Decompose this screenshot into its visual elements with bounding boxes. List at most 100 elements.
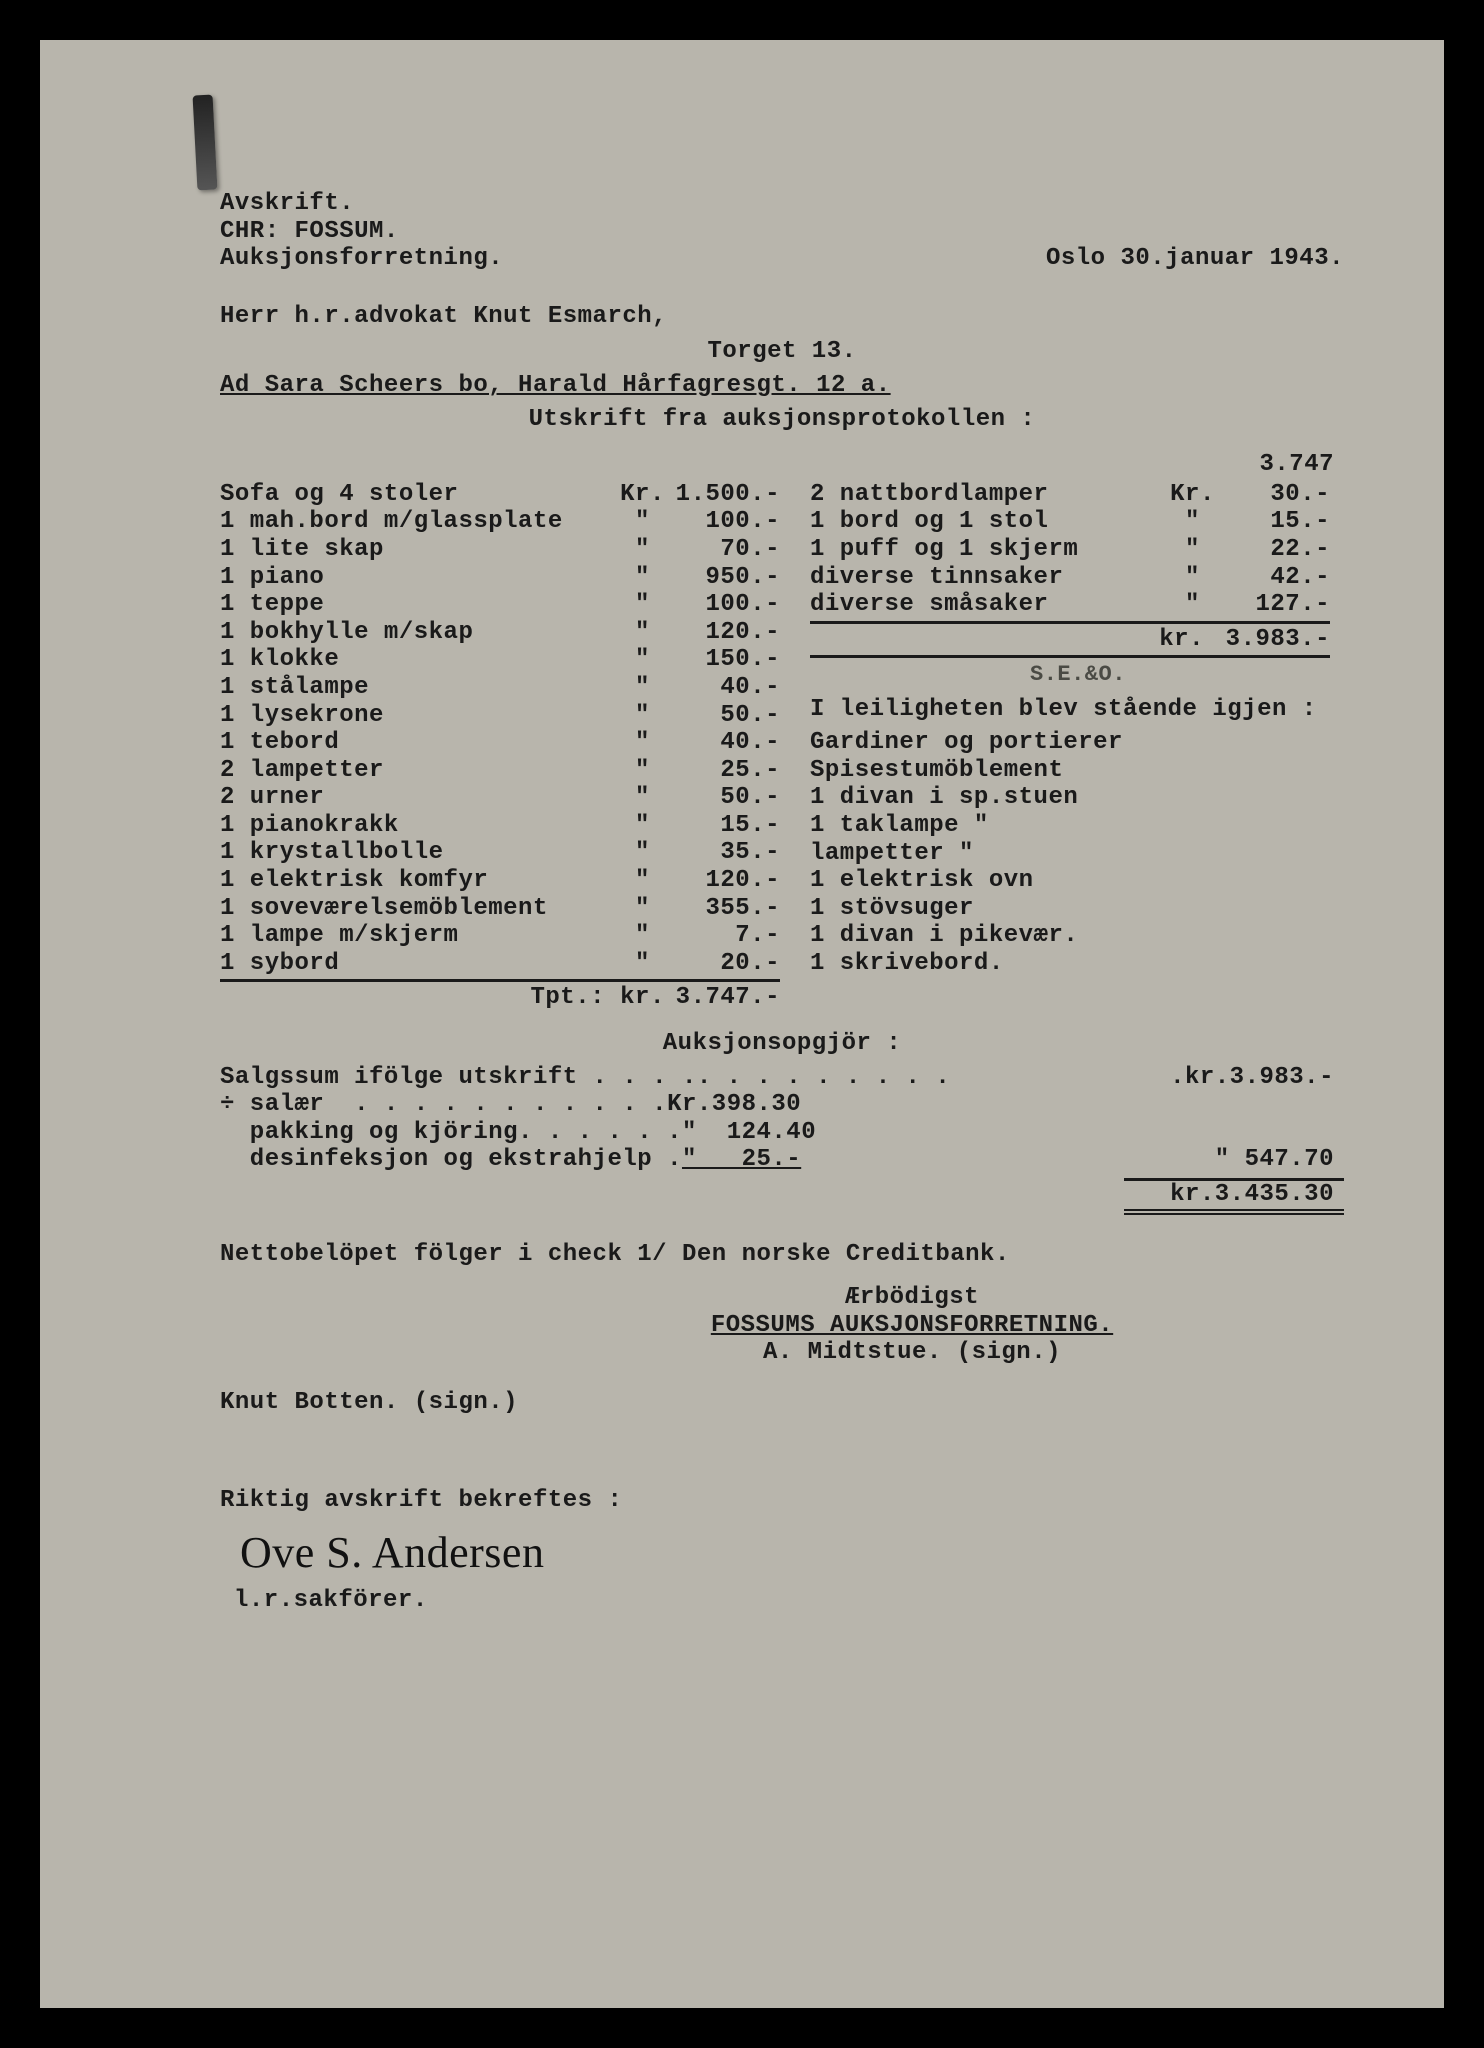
firm-name-1: CHR: FOSSUM. [220, 218, 1344, 246]
item-desc: 1 elektrisk komfyr [220, 867, 615, 895]
item-row: 1 stålampe"40.- [220, 674, 780, 702]
item-row: 1 lite skap"70.- [220, 536, 780, 564]
transport-currency: kr. [615, 984, 670, 1012]
item-row: diverse tinnsaker"42.- [810, 564, 1330, 592]
item-amount: 120.- [670, 867, 780, 895]
item-currency: " [615, 950, 670, 978]
item-currency: " [615, 646, 670, 674]
item-desc: 1 krystallbolle [220, 839, 615, 867]
item-amount: 7.- [670, 922, 780, 950]
item-row: 1 piano"950.- [220, 564, 780, 592]
item-desc: 1 puff og 1 skjerm [810, 536, 1165, 564]
transport-amount: 3.747.- [670, 984, 780, 1012]
item-amount: 950.- [670, 564, 780, 592]
remaining-item: Gardiner og portierer [810, 729, 1330, 757]
settlement-heading: Auksjonsopgjör : [220, 1030, 1344, 1058]
avskrift-label: Avskrift. [220, 190, 1344, 218]
subtotal-amount: 3.983.- [1210, 626, 1330, 654]
item-desc: 1 pianokrakk [220, 812, 615, 840]
item-columns: Sofa og 4 stolerKr.1.500.- 1 mah.bord m/g… [220, 481, 1344, 1012]
item-amount: 40.- [670, 674, 780, 702]
item-row: 1 bord og 1 stol"15.- [810, 508, 1330, 536]
carry-forward: 3.747 [220, 451, 1344, 479]
settle-mid: Kr.398.30 [667, 1091, 847, 1119]
settlement-row: ÷ salær . . . . . . . . . . .Kr.398.30 [220, 1091, 1344, 1119]
subject-line: Ad Sara Scheers bo, Harald Hårfagresgt. … [220, 372, 1344, 400]
closing-word: Ærbödigst [480, 1284, 1344, 1312]
item-desc: 1 stålampe [220, 674, 615, 702]
item-amount: 127.- [1220, 591, 1330, 619]
item-currency: " [615, 729, 670, 757]
netto-line: Nettobelöpet fölger i check 1/ Den norsk… [220, 1241, 1344, 1269]
handwritten-signature: Ove S. Andersen [240, 1528, 1344, 1579]
item-amount: 22.- [1220, 536, 1330, 564]
settlement-row: Salgssum ifölge utskrift . . . .. . . . … [220, 1064, 1344, 1092]
settle-mid: " 25.- [682, 1146, 862, 1174]
item-currency: " [615, 839, 670, 867]
item-currency: " [615, 591, 670, 619]
item-desc: 1 bokhylle m/skap [220, 619, 615, 647]
signature-block: Ærbödigst FOSSUMS AUKSJONSFORRETNING. A.… [480, 1284, 1344, 1367]
remaining-item: 1 divan i pikevær. [810, 922, 1330, 950]
item-row: 1 klokke"150.- [220, 646, 780, 674]
item-row: 2 urner"50.- [220, 784, 780, 812]
item-currency: Kr. [615, 481, 670, 509]
item-desc: 1 teppe [220, 591, 615, 619]
right-item-column: 2 nattbordlamperKr.30.-1 bord og 1 stol"… [810, 481, 1330, 978]
item-row: 1 sybord"20.- [220, 950, 780, 978]
settle-far [862, 1119, 1344, 1147]
protocol-heading: Utskrift fra auksjonsprotokollen : [220, 406, 1344, 434]
settlement-row: pakking og kjöring. . . . . ." 124.40 [220, 1119, 1344, 1147]
settle-desc: pakking og kjöring. . . . . . [220, 1119, 682, 1147]
item-currency: " [615, 508, 670, 536]
item-row: 1 elektrisk komfyr"120.- [220, 867, 780, 895]
grand-total: kr.3.435.30 [1124, 1178, 1344, 1215]
item-amount: 20.- [670, 950, 780, 978]
letter-date: Oslo 30.januar 1943. [1046, 245, 1344, 273]
item-amount: 15.- [670, 812, 780, 840]
item-currency: " [1165, 508, 1220, 536]
item-row: 1 pianokrakk"15.- [220, 812, 780, 840]
settle-desc: desinfeksjon og ekstrahjelp . [220, 1146, 682, 1174]
settlement-row: desinfeksjon og ekstrahjelp ." 25.-" 547… [220, 1146, 1344, 1174]
item-desc: 2 lampetter [220, 757, 615, 785]
firm-name-2: Auksjonsforretning. [220, 245, 503, 273]
settle-far [847, 1091, 1344, 1119]
item-currency: " [615, 812, 670, 840]
item-row: 1 puff og 1 skjerm"22.- [810, 536, 1330, 564]
subtotal-currency: kr. [810, 626, 1210, 654]
item-currency: " [615, 564, 670, 592]
item-amount: 25.- [670, 757, 780, 785]
item-amount: 35.- [670, 839, 780, 867]
settle-far: .kr.3.983.- [950, 1064, 1344, 1092]
item-row: 1 krystallbolle"35.- [220, 839, 780, 867]
signer-name: A. Midtstue. (sign.) [480, 1339, 1344, 1367]
document-page: Avskrift. CHR: FOSSUM. Auksjonsforretnin… [40, 40, 1444, 2008]
item-currency: " [615, 702, 670, 730]
item-currency: " [615, 674, 670, 702]
item-currency: " [1165, 564, 1220, 592]
item-currency: " [615, 922, 670, 950]
item-desc: 1 sybord [220, 950, 615, 978]
signer-role: l.r.sakförer. [234, 1587, 1344, 1615]
item-amount: 30.- [1220, 481, 1330, 509]
item-amount: 150.- [670, 646, 780, 674]
item-currency: " [615, 867, 670, 895]
seo-annotation: S.E.&O. [1030, 662, 1330, 687]
item-row: 2 nattbordlamperKr.30.- [810, 481, 1330, 509]
transport-label: Tpt.: [220, 984, 615, 1012]
item-amount: 1.500.- [670, 481, 780, 509]
item-desc: 1 soveværelsemöblement [220, 895, 615, 923]
staple-mark [193, 95, 218, 191]
item-desc: 2 urner [220, 784, 615, 812]
settle-mid: " 124.40 [682, 1119, 862, 1147]
settle-desc: ÷ salær . . . . . . . . . . . [220, 1091, 667, 1119]
item-desc: Sofa og 4 stoler [220, 481, 615, 509]
item-desc: 1 mah.bord m/glassplate [220, 508, 615, 536]
item-desc: 1 piano [220, 564, 615, 592]
item-row: 1 bokhylle m/skap"120.- [220, 619, 780, 647]
item-desc: 2 nattbordlamper [810, 481, 1165, 509]
item-currency: " [615, 619, 670, 647]
recipient-line-1: Herr h.r.advokat Knut Esmarch, [220, 303, 1344, 331]
item-desc: 1 tebord [220, 729, 615, 757]
